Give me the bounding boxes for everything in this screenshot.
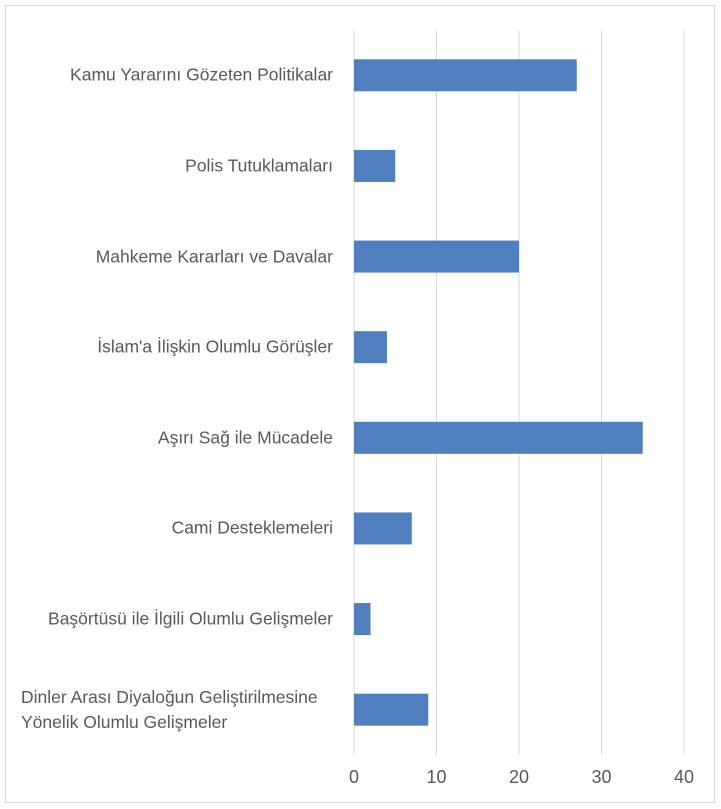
y-tick-label-box: İslam'a İlişkin Olumlu Görüşler [3, 335, 333, 360]
y-tick-label: Başörtüsü ile İlgili Olumlu Gelişmeler [48, 608, 333, 629]
bar [354, 512, 412, 545]
bar [354, 149, 396, 182]
bar [354, 59, 577, 92]
y-tick-label-box: Aşırı Sağ ile Mücadele [3, 425, 333, 450]
bar [354, 603, 371, 636]
bar [354, 240, 519, 273]
y-tick-label: Mahkeme Kararları ve Davalar [95, 246, 333, 267]
y-tick-label: Kamu Yararını Gözeten Politikalar [70, 64, 333, 85]
y-tick-label-box: Başörtüsü ile İlgili Olumlu Gelişmeler [3, 607, 333, 632]
y-tick-label: Cami Desteklemeleri [171, 517, 333, 538]
x-tick-label: 20 [509, 767, 529, 787]
y-tick-label: Polis Tutuklamaları [185, 155, 333, 176]
y-tick-label-box: Cami Desteklemeleri [3, 516, 333, 541]
y-tick-label: İslam'a İlişkin Olumlu Görüşler [97, 336, 333, 357]
x-tick-label: 30 [591, 767, 611, 787]
y-tick-label-box: Dinler Arası Diyaloğun Geliştirilmesine … [3, 685, 333, 735]
x-tick-label: 40 [674, 767, 694, 787]
y-tick-label-box: Kamu Yararını Gözeten Politikalar [3, 63, 333, 88]
x-tick-label: 10 [426, 767, 446, 787]
x-tick-label: 0 [349, 767, 359, 787]
chart-border [5, 5, 715, 803]
y-tick-label-box: Mahkeme Kararları ve Davalar [3, 244, 333, 269]
y-tick-label: Aşırı Sağ ile Mücadele [157, 427, 333, 448]
bar [354, 693, 429, 726]
bar [354, 421, 643, 454]
y-tick-label-box: Polis Tutuklamaları [3, 153, 333, 178]
bar [354, 331, 387, 364]
y-tick-label: Dinler Arası Diyaloğun Geliştirilmesine … [21, 686, 318, 732]
